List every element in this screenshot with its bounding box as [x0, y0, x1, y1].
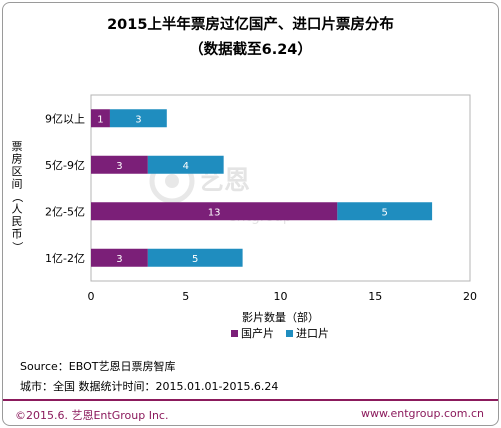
- bar-segment: [337, 202, 433, 221]
- bar-segment: [91, 109, 110, 128]
- data-label: 5: [192, 254, 198, 265]
- bar-segment: [91, 248, 148, 267]
- legend-label: 国产片: [241, 326, 274, 340]
- legend-swatch: [231, 330, 238, 337]
- bar-segment: [147, 155, 224, 174]
- data-label: 13: [208, 207, 221, 218]
- bar-segment: [91, 202, 338, 221]
- footer-copyright: ©2015.6. 艺恩EntGroup Inc.: [15, 409, 169, 422]
- y-axis-label-char: 人: [12, 203, 23, 216]
- x-tick-label: 0: [88, 290, 95, 303]
- footer-divider: [3, 399, 498, 401]
- y-axis-label-char: 票: [12, 140, 23, 153]
- legend-swatch: [286, 330, 293, 337]
- y-axis-label-char: 区: [12, 165, 23, 178]
- data-label: 1: [97, 114, 103, 125]
- data-label: 3: [116, 254, 122, 265]
- x-axis-label: 影片数量（部）: [242, 310, 319, 324]
- stacked-bar-chart: 艺恩 entgroup 139亿以上345亿-9亿1352亿-5亿351亿-2亿…: [11, 94, 477, 340]
- y-axis-label-char: ）: [11, 242, 24, 253]
- chart-title: 2015上半年票房过亿国产、进口片票房分布: [107, 17, 394, 33]
- y-axis-label-char: 民: [12, 215, 23, 228]
- data-label: 4: [183, 161, 189, 172]
- data-label: 5: [382, 207, 388, 218]
- source-line: Source：EBOT艺恩日票房智库: [20, 360, 176, 373]
- info-line: 城市：全国 数据统计时间：2015.01.01-2015.6.24: [20, 380, 279, 393]
- y-axis-label-char: 币: [12, 228, 23, 241]
- bar-segment: [147, 248, 243, 267]
- data-label: 3: [116, 161, 122, 172]
- bar-segment: [109, 109, 167, 128]
- y-axis-label-char: 间: [12, 178, 23, 191]
- y-axis-label-char: （: [11, 192, 24, 203]
- x-tick-label: 20: [463, 290, 477, 303]
- x-tick-label: 5: [182, 290, 189, 303]
- x-tick-label: 15: [368, 290, 382, 303]
- legend-label: 进口片: [296, 327, 329, 340]
- bar-segment: [91, 155, 148, 174]
- watermark-logo-dot: [165, 174, 179, 188]
- data-label: 3: [135, 114, 141, 125]
- category-label: 5亿-9亿: [45, 159, 85, 172]
- category-label: 2亿-5亿: [45, 205, 85, 218]
- category-label: 9亿以上: [45, 112, 85, 125]
- y-axis-label-char: 房: [12, 153, 23, 166]
- plot-border: [90, 94, 471, 282]
- chart-subtitle: （数据截至6.24）: [189, 42, 312, 58]
- x-tick-label: 10: [274, 290, 288, 303]
- category-label: 1亿-2亿: [45, 252, 85, 265]
- footer-website-link[interactable]: www.entgroup.com.cn: [361, 407, 484, 420]
